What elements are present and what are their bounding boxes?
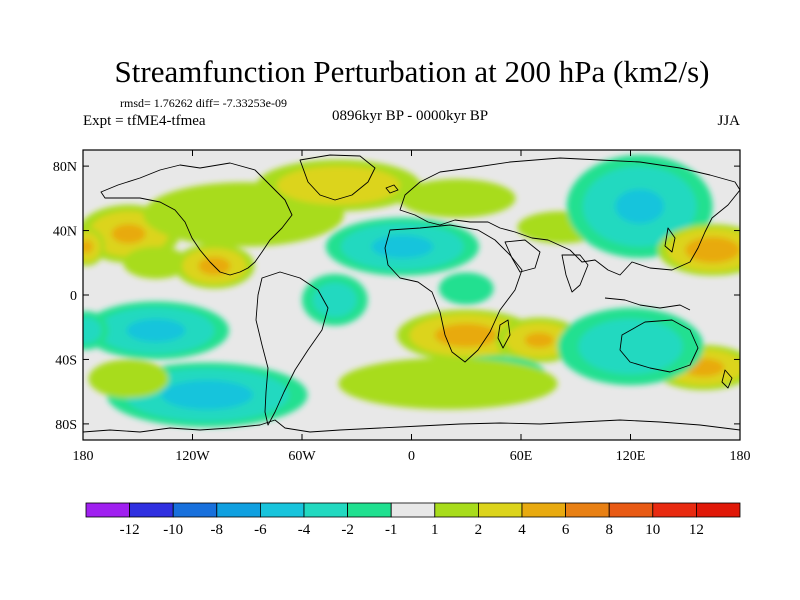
stats-text: rmsd= 1.76262 diff= -7.33253e-09 [120, 96, 287, 110]
anomaly-contour [685, 237, 740, 263]
y-tick-label: 40S [55, 353, 77, 368]
colorbar-label: -12 [120, 522, 140, 538]
anomaly-15 [88, 359, 169, 399]
anomaly-contour [615, 189, 664, 224]
colorbar-box [259, 502, 305, 518]
coast-japan [664, 227, 676, 253]
x-tick-label: 120E [616, 449, 646, 464]
colorbar-label: 6 [562, 522, 570, 538]
colorbar-box [85, 502, 130, 518]
colorbar-label: 8 [605, 522, 613, 538]
coast-new-zealand [721, 369, 733, 389]
season-label: JJA [717, 113, 740, 129]
colorbar-box [390, 502, 436, 518]
anomaly-contour [126, 318, 186, 343]
colorbar-box [216, 502, 261, 518]
anomaly-12 [83, 301, 229, 360]
anomaly-contour [88, 359, 169, 399]
coast-greenland [299, 154, 376, 201]
coast-australia [619, 319, 699, 373]
colorbar-box [521, 502, 566, 518]
anomaly-7 [302, 274, 368, 326]
colorbar-box [608, 502, 654, 518]
colorbar-box [696, 502, 741, 518]
colorbar-box [129, 502, 174, 518]
anomaly-contour [434, 323, 498, 347]
y-tick-label: 80S [55, 418, 77, 433]
coast-india [561, 254, 589, 293]
colorbar-box [303, 502, 348, 518]
anomaly-2 [123, 246, 189, 279]
colorbar-label: -1 [385, 522, 398, 538]
colorbar: -12 -10 -8 -6 -4 -2 -1 1 2 4 6 8 10 12 [85, 502, 741, 538]
x-tick-label: 120W [175, 449, 210, 464]
coast-south-america [255, 271, 329, 426]
colorbar-box [652, 502, 697, 518]
anomaly-11 [657, 224, 740, 276]
anomaly-6 [325, 217, 480, 276]
anomaly-8 [398, 179, 516, 218]
y-tick-label: 40N [53, 225, 77, 240]
colorbar-label: -6 [254, 522, 267, 538]
colorbar-label: 2 [475, 522, 483, 538]
anomaly-contour [398, 179, 516, 218]
anomaly-layer [83, 154, 740, 428]
anomaly-contour [578, 318, 683, 375]
anomaly-17 [495, 317, 584, 363]
anomaly-contour [312, 282, 357, 318]
x-tick-label: 180 [73, 449, 94, 464]
colorbar-label: -2 [341, 522, 354, 538]
coastlines [83, 154, 740, 433]
map-plot [83, 150, 740, 440]
colorbar-box [347, 502, 392, 518]
coast-arabia [504, 239, 541, 273]
colorbar-label: 4 [518, 522, 526, 538]
anomaly-5 [256, 159, 421, 212]
colorbar-label: 12 [689, 522, 704, 538]
colorbar-label: 10 [645, 522, 660, 538]
coast-indonesia [604, 297, 691, 311]
coast-antarctica [83, 419, 740, 433]
colorbar-box [477, 502, 523, 518]
x-tick-label: 60E [510, 449, 533, 464]
coast-eurasia [399, 157, 740, 276]
x-tick-label: 0 [408, 449, 415, 464]
anomaly-13 [83, 311, 109, 350]
anomaly-contour [83, 317, 102, 344]
anomaly-contour [338, 357, 558, 410]
axes: 180 120W 60W 0 60E 120E 180 80N 40N 0 40S 80S [53, 150, 751, 464]
anomaly-contour [276, 166, 401, 205]
anomaly-contour [161, 380, 253, 410]
anomaly-19 [338, 357, 558, 410]
x-tick-label: 60W [288, 449, 316, 464]
coast-africa [384, 224, 523, 363]
colorbar-box [172, 502, 218, 518]
anomaly-contour [524, 332, 554, 348]
anomaly-contour [83, 240, 93, 254]
y-tick-label: 0 [70, 289, 77, 304]
coast-madagascar [497, 319, 511, 349]
experiment-label: Expt = tfME4-tfmea [83, 113, 206, 129]
colorbar-label: 1 [431, 522, 439, 538]
anomaly-contour [123, 246, 189, 279]
y-tick-label: 80N [53, 160, 77, 175]
anomaly-contour [438, 272, 494, 305]
period-label: 0896kyr BP - 0000kyr BP [332, 108, 488, 124]
anomaly-1 [83, 227, 105, 266]
chart-title: Streamfunction Perturbation at 200 hPa (… [115, 54, 710, 89]
anomaly-contour [111, 224, 146, 244]
x-tick-label: 180 [730, 449, 751, 464]
coast-north-america [100, 162, 293, 276]
colorbar-label: -4 [298, 522, 311, 538]
colorbar-label: -10 [163, 522, 183, 538]
colorbar-box [434, 502, 479, 518]
coast-iceland [385, 184, 399, 194]
anomaly-22 [438, 272, 494, 305]
colorbar-box [565, 502, 610, 518]
anomaly-21 [557, 307, 704, 386]
anomaly-contour [371, 235, 434, 259]
colorbar-label: -8 [211, 522, 224, 538]
